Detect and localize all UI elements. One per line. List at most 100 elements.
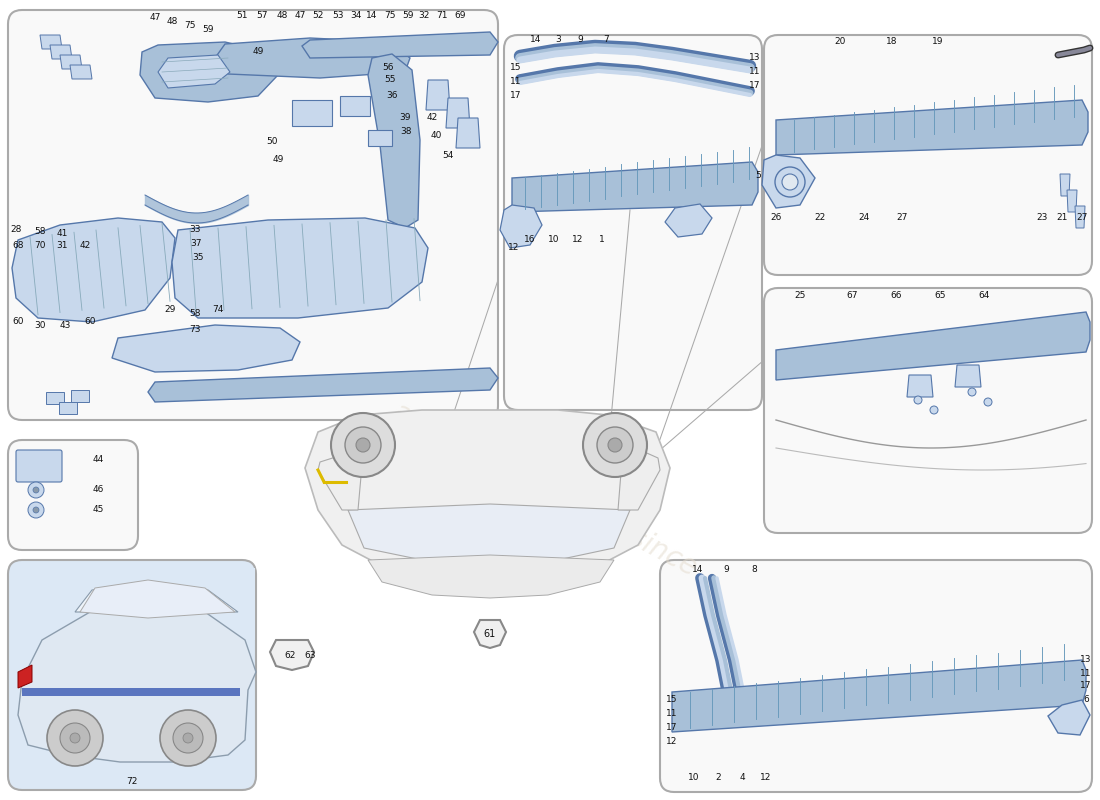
Text: 22: 22 [814, 214, 826, 222]
Text: 67: 67 [846, 290, 858, 299]
Text: 59: 59 [202, 26, 213, 34]
Polygon shape [15, 568, 255, 640]
Polygon shape [672, 660, 1086, 732]
Text: 41: 41 [56, 230, 68, 238]
Text: 60: 60 [12, 318, 24, 326]
Polygon shape [214, 38, 410, 78]
Text: 17: 17 [510, 91, 521, 101]
Circle shape [70, 733, 80, 743]
Polygon shape [446, 98, 470, 128]
Text: 55: 55 [384, 75, 396, 85]
Text: 32: 32 [418, 11, 430, 21]
Text: 33: 33 [189, 226, 200, 234]
Text: 60: 60 [85, 318, 96, 326]
Text: 44: 44 [92, 455, 103, 465]
Text: 14: 14 [366, 11, 377, 21]
Polygon shape [776, 312, 1090, 380]
Polygon shape [50, 45, 72, 59]
Text: 37: 37 [190, 239, 201, 249]
Polygon shape [1067, 190, 1077, 212]
Text: 56: 56 [383, 63, 394, 73]
Text: 34: 34 [350, 11, 362, 21]
Polygon shape [18, 665, 32, 688]
FancyBboxPatch shape [8, 10, 498, 420]
Text: 2: 2 [715, 774, 720, 782]
Text: 49: 49 [273, 155, 284, 165]
Polygon shape [70, 65, 92, 79]
Circle shape [608, 438, 622, 452]
Polygon shape [1048, 700, 1090, 735]
Text: 54: 54 [442, 150, 453, 159]
Text: 11: 11 [1080, 669, 1091, 678]
Polygon shape [776, 100, 1088, 155]
Text: 1: 1 [600, 235, 605, 245]
Circle shape [345, 427, 381, 463]
Text: 20: 20 [834, 38, 846, 46]
Circle shape [984, 398, 992, 406]
Circle shape [776, 167, 805, 197]
Polygon shape [112, 325, 300, 372]
Text: 58: 58 [34, 227, 46, 237]
Text: 4: 4 [739, 774, 745, 782]
Text: 28: 28 [10, 226, 22, 234]
Text: 11: 11 [510, 78, 521, 86]
Text: 46: 46 [92, 486, 103, 494]
Text: 40: 40 [430, 131, 442, 141]
Text: 23: 23 [1036, 214, 1047, 222]
Text: 47: 47 [150, 14, 161, 22]
Circle shape [930, 406, 938, 414]
Polygon shape [80, 580, 235, 618]
Text: 61: 61 [484, 629, 496, 639]
Text: 13: 13 [749, 54, 761, 62]
Circle shape [28, 502, 44, 518]
Text: 10: 10 [689, 774, 700, 782]
Polygon shape [158, 55, 230, 88]
Text: 58: 58 [189, 310, 200, 318]
Text: 42: 42 [79, 241, 90, 250]
Polygon shape [618, 450, 660, 510]
Text: 11: 11 [667, 709, 678, 718]
Text: 12: 12 [760, 774, 772, 782]
Polygon shape [12, 218, 175, 322]
FancyBboxPatch shape [764, 288, 1092, 533]
Text: 14: 14 [692, 566, 704, 574]
Text: 71: 71 [437, 11, 448, 21]
FancyBboxPatch shape [660, 560, 1092, 792]
Circle shape [28, 482, 44, 498]
Circle shape [173, 723, 204, 753]
Text: 6: 6 [1084, 695, 1089, 705]
Text: a passion for parts since: a passion for parts since [388, 398, 702, 582]
Text: 12: 12 [572, 235, 584, 245]
Text: 59: 59 [403, 11, 414, 21]
Text: 50: 50 [266, 138, 277, 146]
Text: 11: 11 [749, 67, 761, 77]
Polygon shape [348, 504, 630, 565]
Text: 26: 26 [770, 214, 782, 222]
Text: 48: 48 [166, 18, 178, 26]
Circle shape [183, 733, 192, 743]
Polygon shape [302, 32, 498, 58]
Text: 49: 49 [252, 47, 264, 57]
Text: 53: 53 [332, 11, 343, 21]
Polygon shape [270, 640, 314, 670]
Text: 75: 75 [185, 22, 196, 30]
Text: 48: 48 [276, 11, 288, 21]
Text: 52: 52 [312, 11, 323, 21]
Polygon shape [908, 375, 933, 397]
Text: 9: 9 [723, 566, 729, 574]
Polygon shape [172, 218, 428, 318]
Polygon shape [46, 392, 64, 404]
FancyBboxPatch shape [8, 440, 137, 550]
Text: 64: 64 [978, 290, 990, 299]
Circle shape [33, 487, 39, 493]
Polygon shape [666, 204, 712, 237]
Text: 43: 43 [59, 322, 70, 330]
Polygon shape [456, 118, 480, 148]
Text: 7: 7 [603, 35, 609, 45]
Text: 73: 73 [189, 326, 200, 334]
Text: 42: 42 [427, 114, 438, 122]
Text: 68: 68 [12, 241, 24, 250]
Text: 69: 69 [454, 11, 465, 21]
Polygon shape [340, 96, 370, 116]
Text: 24: 24 [858, 214, 870, 222]
